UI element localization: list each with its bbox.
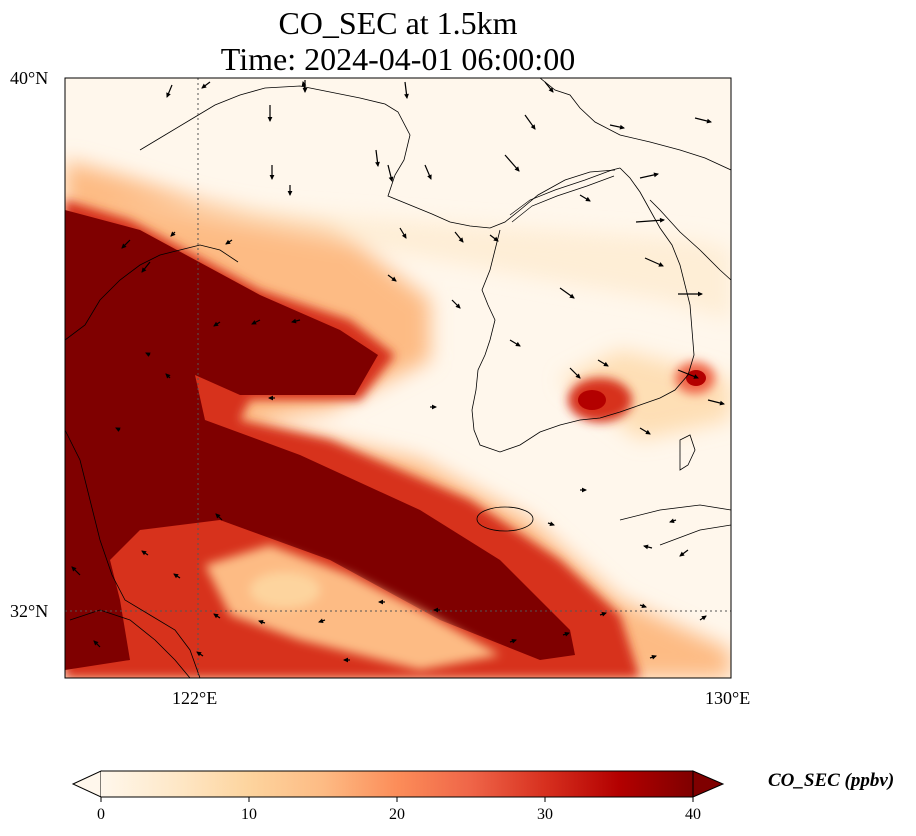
wind-arrow-head bbox=[493, 236, 499, 242]
colorbar-tick-20: 20 bbox=[389, 806, 405, 823]
wind-arrow-head bbox=[659, 217, 665, 223]
wind-arrow-head bbox=[301, 81, 307, 87]
wind-arrow-head bbox=[585, 196, 591, 202]
lat-label-32n: 32°N bbox=[10, 601, 49, 621]
wind-arrow-head bbox=[432, 404, 437, 410]
wind-arrow-head bbox=[170, 231, 176, 237]
wind-arrow-head bbox=[706, 118, 712, 124]
wind-arrow-head bbox=[141, 550, 147, 556]
wind-arrow-head bbox=[693, 374, 699, 379]
map-title: CO_SEC at 1.5km bbox=[278, 5, 518, 41]
colorbar-gradient bbox=[101, 771, 693, 797]
wind-arrow-head bbox=[269, 175, 275, 180]
wind-arrow-head bbox=[701, 615, 707, 621]
wind-arrow-shaft bbox=[635, 219, 665, 223]
wind-arrow-head bbox=[401, 233, 407, 239]
coastlines bbox=[65, 78, 731, 678]
wind-arrow-head bbox=[343, 657, 348, 663]
wind-arrow-head bbox=[582, 487, 587, 493]
colorbar-tick-40: 40 bbox=[685, 806, 701, 823]
wind-arrow-head bbox=[458, 237, 464, 243]
wind-arrow-head bbox=[455, 303, 461, 309]
wind-arrow-head bbox=[575, 373, 581, 379]
wind-arrow-head bbox=[530, 124, 536, 130]
wind-arrow-head bbox=[514, 166, 520, 172]
wind-arrow-head bbox=[165, 373, 171, 379]
wind-arrow-head bbox=[433, 607, 438, 613]
wind-arrow-head bbox=[213, 321, 219, 327]
country-borders bbox=[509, 167, 621, 223]
wind-arrow-head bbox=[196, 651, 202, 657]
colorbar-label: CO_SEC (ppbv) bbox=[768, 770, 895, 791]
wind-arrow-head bbox=[166, 92, 171, 98]
wind-arrow-head bbox=[643, 544, 649, 550]
wind-arrow-head bbox=[653, 172, 659, 178]
concentration-field bbox=[65, 78, 731, 678]
wind-arrow-head bbox=[173, 573, 179, 579]
map-frame bbox=[64, 77, 732, 679]
wind-arrow-head bbox=[651, 654, 657, 660]
plume-core bbox=[65, 210, 575, 670]
wind-arrow-head bbox=[287, 191, 293, 196]
wind-arrow-head bbox=[601, 611, 607, 617]
wind-arrow-head bbox=[201, 83, 207, 89]
wind-arrow-head bbox=[318, 618, 324, 624]
wind-arrow-head bbox=[145, 352, 151, 357]
wind-arrow-head bbox=[603, 361, 609, 367]
wind-arrow-head bbox=[698, 291, 703, 297]
wind-arrow-head bbox=[268, 395, 273, 401]
wind-arrow-head bbox=[258, 619, 264, 625]
wind-arrow-head bbox=[213, 613, 219, 619]
wind-arrow-head bbox=[115, 427, 121, 432]
wind-arrow-head bbox=[679, 551, 685, 557]
wind-arrow-head bbox=[141, 267, 147, 273]
wind-arrow-head bbox=[225, 239, 231, 245]
lat-label-40n: 40°N bbox=[10, 68, 49, 88]
wind-arrow-head bbox=[291, 318, 297, 324]
colorbar bbox=[71, 770, 725, 802]
wind-arrow-head bbox=[388, 176, 394, 182]
colorbar-max-extend bbox=[692, 770, 725, 798]
colorbar-min-extend bbox=[71, 770, 102, 798]
wind-arrow-head bbox=[378, 599, 383, 605]
wind-arrow-head bbox=[93, 640, 99, 646]
wind-arrow-head bbox=[569, 293, 575, 299]
gridlines bbox=[65, 78, 731, 678]
wind-arrow-head bbox=[71, 566, 77, 572]
wind-arrow-head bbox=[719, 400, 725, 406]
wind-vectors bbox=[71, 80, 725, 663]
wind-arrow-head bbox=[404, 93, 409, 99]
wind-arrow-head bbox=[391, 276, 397, 282]
map-plot bbox=[64, 77, 732, 679]
colorbar-tick-0: 0 bbox=[97, 806, 105, 823]
colorbar-tick-10: 10 bbox=[241, 806, 257, 823]
wind-arrow-head bbox=[645, 429, 651, 435]
lon-label-122e: 122°E bbox=[172, 688, 218, 708]
wind-arrow-head bbox=[564, 631, 570, 637]
wind-arrow-head bbox=[427, 174, 432, 180]
wind-arrow-head bbox=[515, 341, 521, 347]
lon-label-130e: 130°E bbox=[705, 688, 751, 708]
wind-arrow-head bbox=[267, 117, 273, 122]
map-subtitle-time: Time: 2024-04-01 06:00:00 bbox=[220, 41, 576, 77]
wind-arrow-head bbox=[215, 513, 221, 519]
wind-arrow-head bbox=[549, 521, 555, 527]
colorbar-tick-30: 30 bbox=[537, 806, 553, 823]
wind-arrow-head bbox=[658, 262, 664, 267]
wind-arrow-head bbox=[121, 243, 127, 249]
wind-arrow-head bbox=[251, 320, 257, 325]
wind-arrow-head bbox=[375, 161, 380, 167]
wind-arrow-head bbox=[302, 88, 308, 93]
wind-arrow-head bbox=[548, 87, 554, 93]
wind-arrow-head bbox=[669, 518, 675, 524]
wind-arrow-head bbox=[619, 124, 625, 130]
wind-arrow-head bbox=[511, 638, 517, 644]
wind-arrow-head bbox=[641, 603, 647, 609]
